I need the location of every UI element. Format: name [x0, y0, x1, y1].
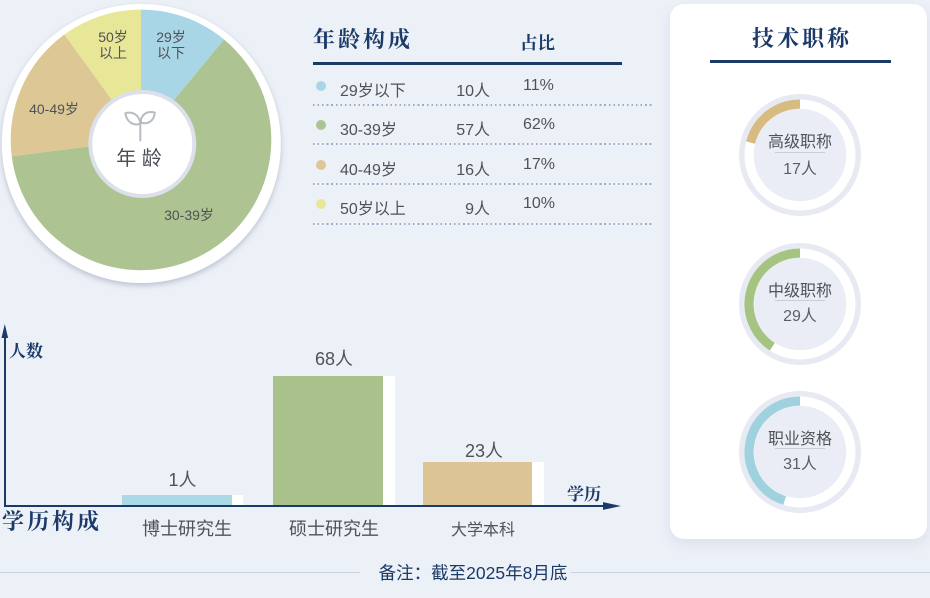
svg-text:年 龄: 年 龄 [116, 147, 162, 170]
